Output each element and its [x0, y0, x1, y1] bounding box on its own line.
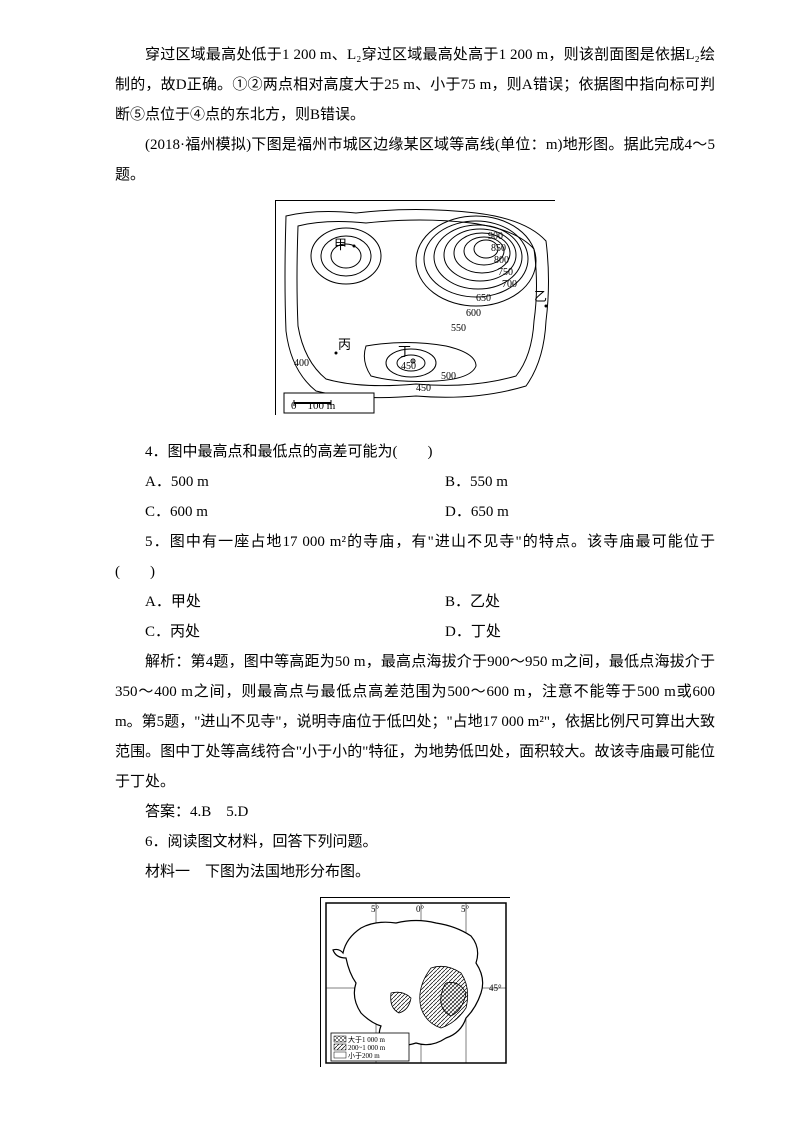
contour-550: 550 [451, 323, 466, 334]
contour-600: 600 [466, 308, 481, 319]
legend-1: 大于1 000 m [348, 1035, 385, 1044]
contour-900: 900 [488, 231, 503, 242]
scale-label: 0 100 m [291, 400, 336, 412]
contour-750: 750 [498, 267, 513, 278]
legend-3: 小于200 m [348, 1051, 380, 1060]
contour-850: 850 [491, 243, 506, 254]
lat-45: 45° [489, 983, 502, 993]
label-yi: 乙 [534, 289, 547, 304]
contour-450: 450 [401, 361, 416, 372]
lon-0: 0° [416, 904, 425, 914]
paragraph-1: 穿过区域最高处低于1 200 m、L₂穿过区域最高处高于1 200 m，则该剖面… [115, 40, 715, 130]
label-ding: 丁 [398, 344, 411, 359]
q4-option-a: A．500 m [115, 467, 415, 497]
q4-options-row1: A．500 m B．550 m [115, 467, 715, 497]
label-bing: 丙 [338, 337, 351, 352]
question-5: 5．图中有一座占地17 000 m²的寺庙，有"进山不见寺"的特点。该寺庙最可能… [115, 527, 715, 587]
q5-option-d: D．丁处 [415, 617, 715, 647]
q5-options-row1: A．甲处 B．乙处 [115, 587, 715, 617]
paragraph-2: (2018·福州模拟)下图是福州市城区边缘某区域等高线(单位：m)地形图。据此完… [115, 130, 715, 190]
q4-option-d: D．650 m [415, 497, 715, 527]
lon-5e: 5° [461, 904, 470, 914]
france-figure-container: 5° 0° 5° 45° 大于1 000 m 200~1 000 m 小于200… [115, 897, 715, 1079]
q4-options-row2: C．600 m D．650 m [115, 497, 715, 527]
contour-400: 400 [294, 358, 309, 369]
contour-650: 650 [476, 293, 491, 304]
question-4: 4．图中最高点和最低点的高差可能为( ) [115, 437, 715, 467]
contour-figure-container: 甲 乙 丙 丁 900 850 800 750 700 650 600 550 … [115, 200, 715, 427]
contour-500: 500 [441, 371, 456, 382]
explanation: 解析：第4题，图中等高距为50 m，最高点海拔介于900～950 m之间，最低点… [115, 647, 715, 797]
q5-option-b: B．乙处 [415, 587, 715, 617]
q4-option-c: C．600 m [115, 497, 415, 527]
lon-5w: 5° [371, 904, 380, 914]
contour-700: 700 [502, 279, 517, 290]
q5-option-a: A．甲处 [115, 587, 415, 617]
contour-map: 甲 乙 丙 丁 900 850 800 750 700 650 600 550 … [275, 200, 555, 415]
label-jia: 甲 [334, 237, 347, 252]
q5-option-c: C．丙处 [115, 617, 415, 647]
question-6: 6．阅读图文材料，回答下列问题。 [115, 827, 715, 857]
legend-2: 200~1 000 m [348, 1044, 386, 1052]
material-1: 材料一 下图为法国地形分布图。 [115, 857, 715, 887]
answer-line: 答案：4.B 5.D [115, 797, 715, 827]
france-map: 5° 0° 5° 45° 大于1 000 m 200~1 000 m 小于200… [320, 897, 510, 1067]
q4-option-b: B．550 m [415, 467, 715, 497]
q5-options-row2: C．丙处 D．丁处 [115, 617, 715, 647]
contour-800: 800 [494, 255, 509, 266]
contour-450b: 450 [416, 383, 431, 394]
